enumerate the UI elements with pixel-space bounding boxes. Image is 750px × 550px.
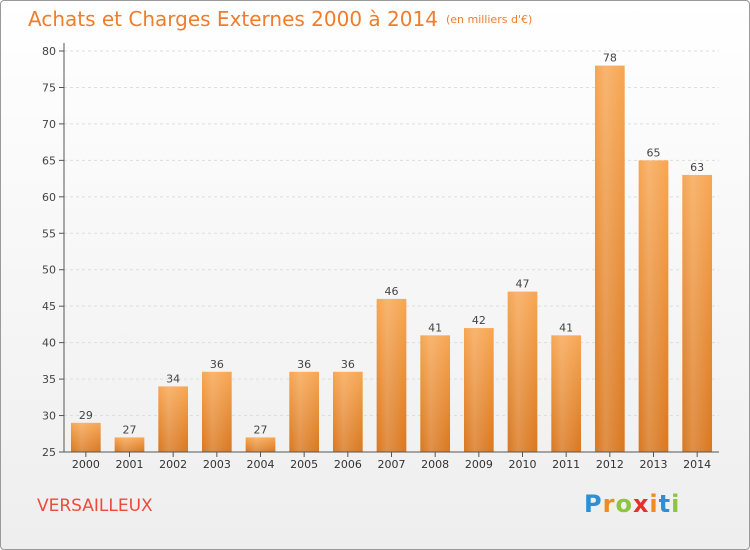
bar-shine [289, 371, 320, 452]
x-tick-label: 2008 [421, 458, 449, 471]
data-label: 47 [516, 278, 530, 291]
proxiti-logo: Proxiti [584, 490, 680, 518]
x-tick-label: 2011 [552, 458, 580, 471]
data-label: 46 [385, 285, 399, 298]
bar-shine [420, 335, 451, 452]
data-label: 36 [210, 358, 224, 371]
y-tick-label: 40 [42, 337, 56, 350]
commune-name: VERSAILLEUX [37, 496, 153, 516]
x-tick-label: 2002 [159, 458, 187, 471]
logo-letter: P [584, 490, 603, 518]
x-tick-label: 2001 [116, 458, 144, 471]
x-tick-label: 2010 [509, 458, 537, 471]
chart-title: Achats et Charges Externes 2000 à 2014 (e… [28, 7, 532, 31]
bar-shine [463, 328, 494, 452]
y-axis: 25 30 35 40 45 50 55 60 65 70 75 80 [42, 43, 65, 459]
x-tick-label: 2013 [640, 458, 668, 471]
logo-letter: i [649, 490, 659, 518]
data-label: 36 [341, 358, 355, 371]
logo-letter: o [615, 490, 633, 518]
x-tick-label: 2012 [596, 458, 624, 471]
bar-shine [376, 298, 407, 452]
data-label: 42 [472, 314, 486, 327]
logo-letter: i [671, 490, 681, 518]
bars: 29 27 34 36 27 36 36 46 41 42 47 41 78 65 63 [70, 52, 713, 453]
x-tick-label: 2000 [72, 458, 100, 471]
y-tick-label: 50 [42, 264, 56, 277]
logo-letter: t [658, 490, 672, 518]
logo-letter: x [632, 490, 650, 518]
bar-shine [332, 371, 363, 452]
y-tick-label: 65 [42, 154, 56, 167]
bar-shine [594, 65, 625, 452]
x-tick-label: 2003 [203, 458, 231, 471]
y-tick-label: 80 [42, 45, 56, 58]
y-tick-label: 35 [42, 373, 56, 386]
x-tick-label: 2005 [290, 458, 318, 471]
bar-shine [551, 335, 582, 452]
y-tick-label: 45 [42, 300, 56, 313]
data-label: 36 [297, 358, 311, 371]
data-label: 29 [79, 409, 93, 422]
bar-shine [201, 371, 232, 452]
x-tick-label: 2007 [378, 458, 406, 471]
chart-unit: (en milliers d'€) [445, 13, 533, 26]
bar-shine [638, 160, 669, 452]
bar-shine [507, 291, 538, 452]
data-label: 41 [559, 321, 573, 334]
x-tick-label: 2014 [683, 458, 711, 471]
bar-shine [158, 386, 189, 452]
logo-letter: r [602, 490, 616, 518]
data-label: 41 [428, 321, 442, 334]
x-tick-label: 2004 [247, 458, 275, 471]
data-label: 65 [647, 146, 661, 159]
data-label: 27 [123, 423, 137, 436]
bar-shine [682, 174, 713, 453]
data-label: 27 [254, 423, 268, 436]
bar-shine [70, 422, 101, 452]
y-tick-label: 70 [42, 118, 56, 131]
y-tick-label: 60 [42, 191, 56, 204]
x-tick-label: 2009 [465, 458, 493, 471]
x-tick-label: 2006 [334, 458, 362, 471]
x-axis: 2000 2001 2002 2003 2004 2005 2006 2007 2008 2009… [64, 451, 719, 471]
y-tick-label: 55 [42, 227, 56, 240]
bar-shine [245, 437, 276, 452]
y-tick-label: 30 [42, 410, 56, 423]
y-tick-label: 25 [42, 446, 56, 459]
bar-shine [114, 437, 145, 452]
y-tick-label: 75 [42, 81, 56, 94]
chart-title-text: Achats et Charges Externes 2000 à 2014 [28, 7, 438, 31]
data-label: 78 [603, 52, 617, 65]
data-label: 34 [166, 372, 180, 385]
data-label: 63 [690, 161, 704, 174]
